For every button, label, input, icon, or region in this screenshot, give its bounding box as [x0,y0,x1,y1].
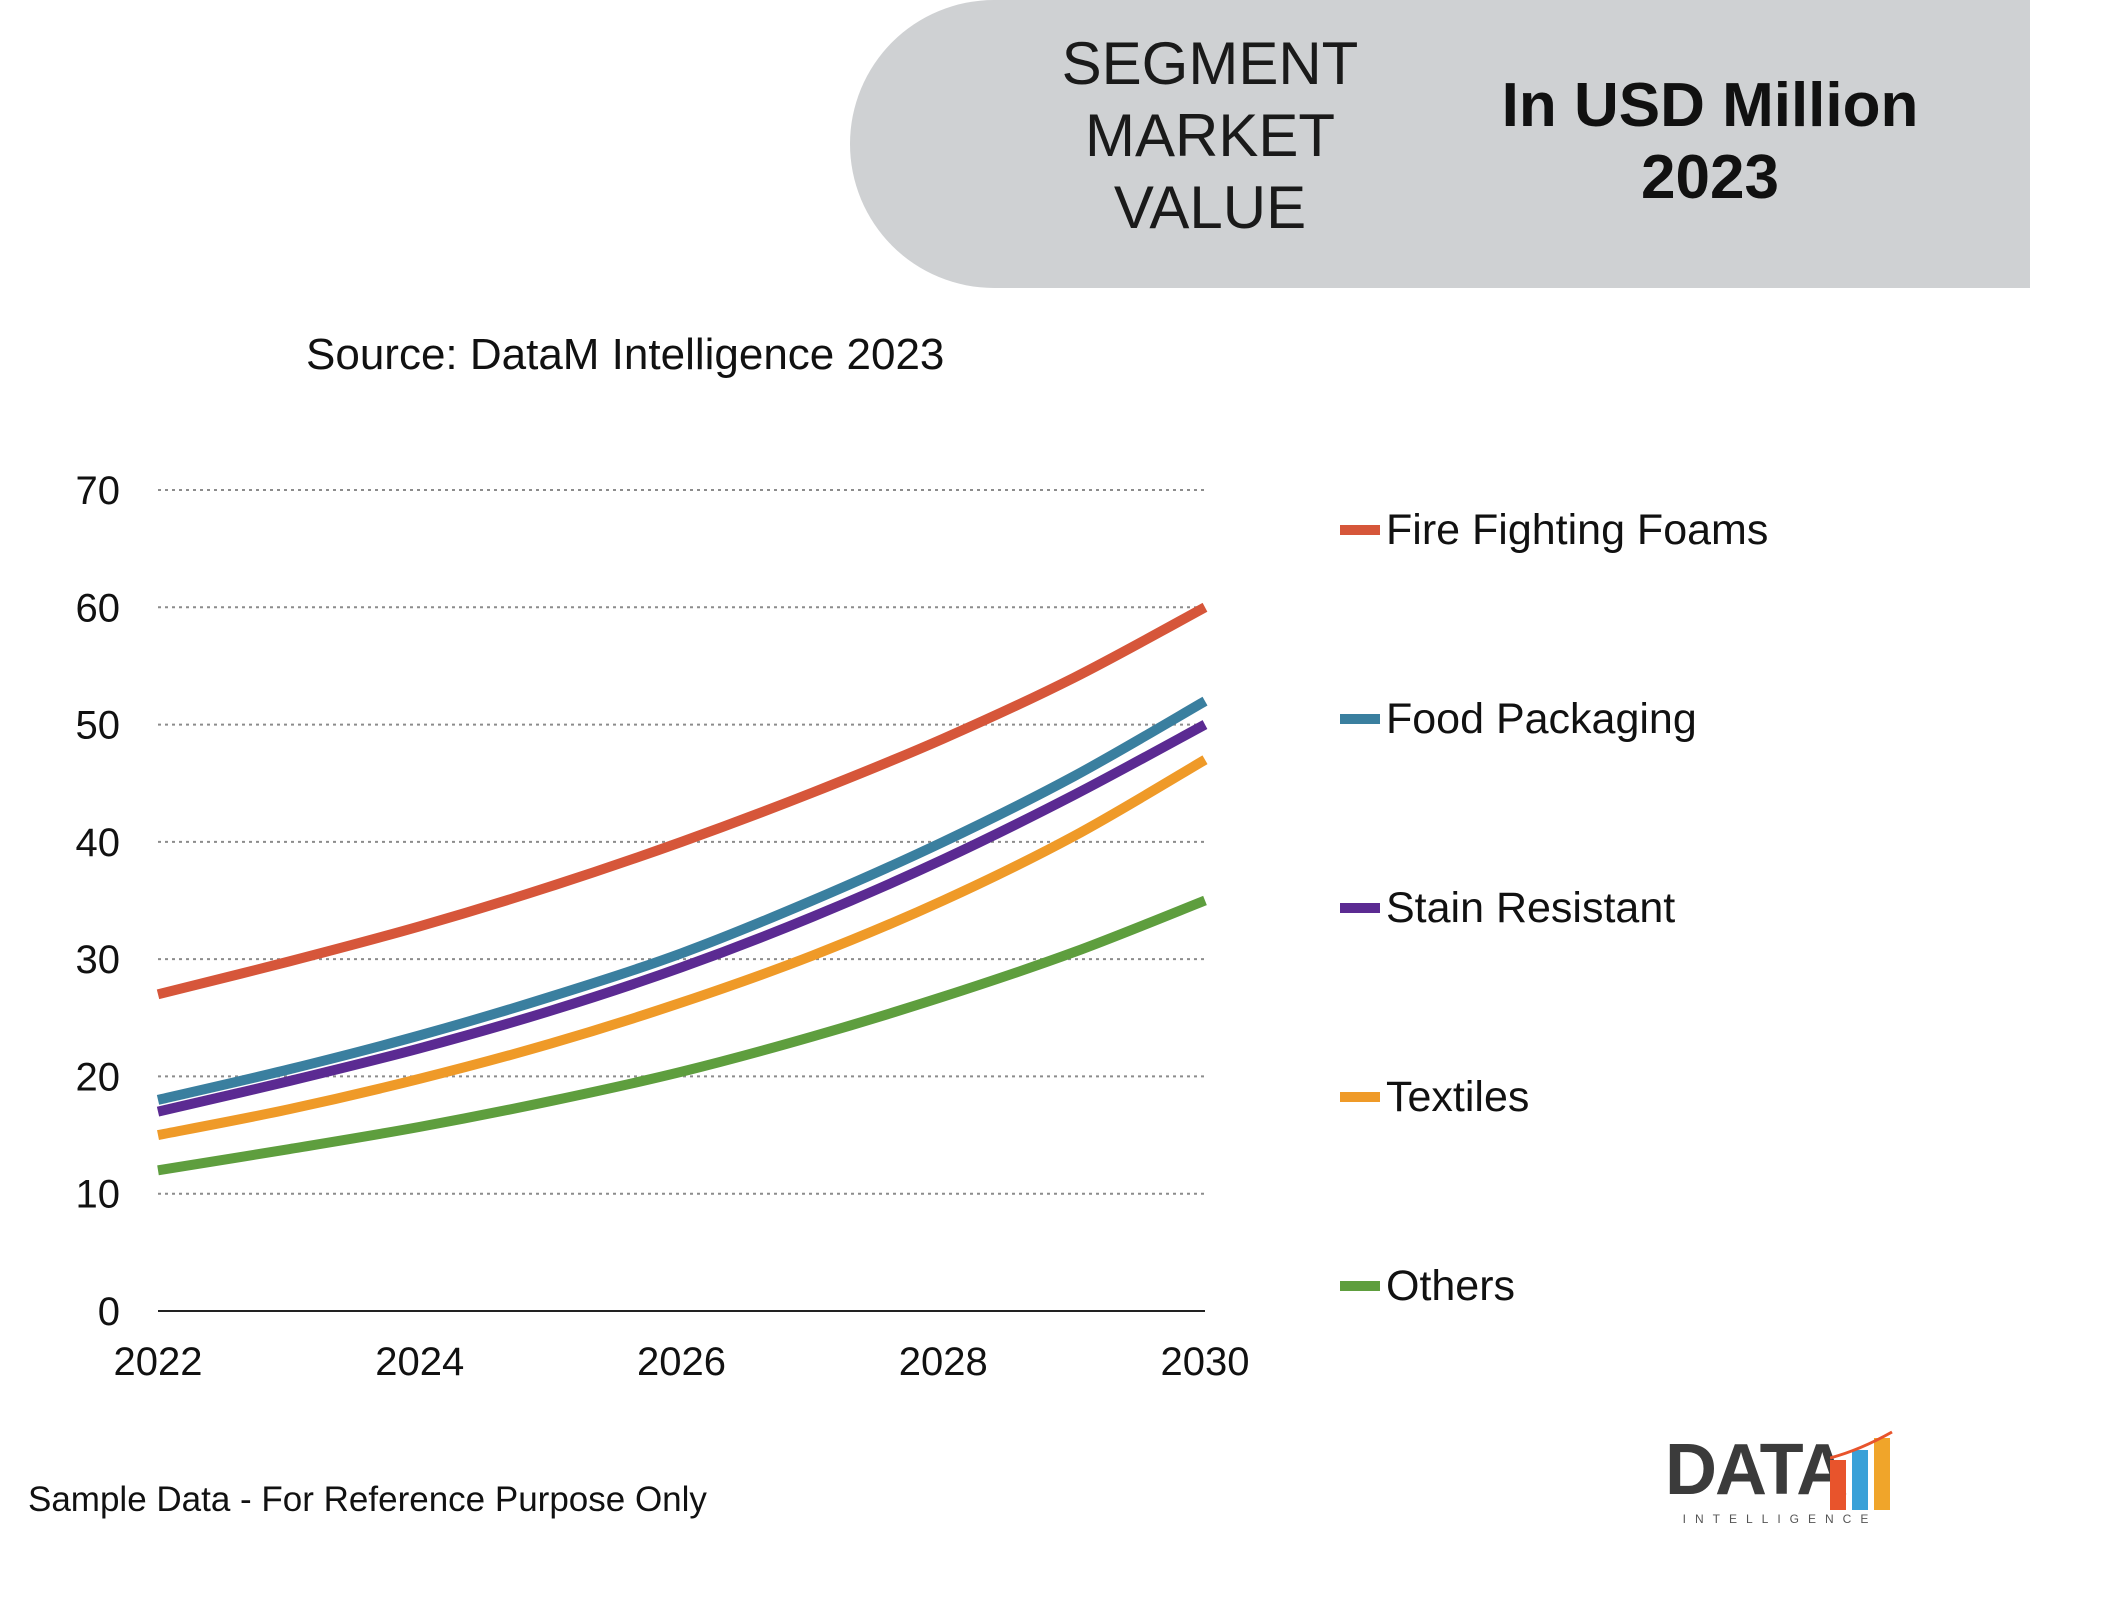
series-line-stain-resistant [156,720,1208,1117]
y-tick-label: 0 [98,1290,120,1334]
x-tick-label: 2024 [375,1340,464,1384]
x-tick-label: 2030 [1161,1340,1250,1384]
unit-label: In USD Million 2023 [1450,70,1970,214]
y-tick-label: 70 [76,469,121,513]
segment-market-value-label: SEGMENT MARKET VALUE [1061,30,1359,241]
series-line-fire-fighting-foams [156,602,1208,1000]
legend-swatch [1340,903,1380,913]
series-line-textiles [157,755,1208,1140]
y-tick-label: 40 [76,821,121,865]
legend-label: Food Packaging [1386,694,1697,743]
legend-swatch [1340,714,1380,724]
y-tick-label: 30 [76,938,121,982]
legend-item-textiles: Textiles [1340,1067,1529,1127]
source-note: Source: DataM Intelligence 2023 [306,330,945,379]
logo-wordmark: DATA [1665,1430,1848,1510]
legend-item-fire-fighting-foams: Fire Fighting Foams [1340,500,1768,560]
legend-item-food-packaging: Food Packaging [1340,689,1697,749]
x-tick-label: 2028 [899,1340,988,1384]
legend-swatch [1340,1281,1380,1291]
datam-logo: DATA INTELLIGENCE [1665,1430,1895,1526]
footnote: Sample Data - For Reference Purpose Only [28,1480,707,1519]
logo-subtext: INTELLIGENCE [1682,1512,1878,1526]
y-tick-label: 10 [76,1173,121,1217]
legend-label: Fire Fighting Foams [1386,505,1769,554]
legend-swatch [1340,525,1380,535]
x-tick-label: 2026 [637,1340,726,1384]
legend-label: Textiles [1386,1072,1530,1121]
legend-swatch [1340,1092,1380,1102]
series-line-food-packaging [156,696,1208,1105]
chart-series [156,602,1208,1176]
legend-label: Others [1386,1261,1516,1310]
legend-item-stain-resistant: Stain Resistant [1340,878,1675,938]
x-tick-label: 2022 [114,1340,203,1384]
unit-label-year: 2023 [1641,143,1779,212]
logo-bars-icon [1830,1430,1893,1510]
legend-label: Stain Resistant [1386,883,1676,932]
series-line-others [157,895,1207,1176]
y-tick-label: 20 [76,1055,121,1099]
header-banner [850,0,2030,288]
y-tick-label: 50 [76,704,121,748]
unit-label-currency: In USD Million [1501,71,1919,140]
legend-item-others: Others [1340,1256,1515,1316]
y-tick-label: 60 [76,586,121,630]
